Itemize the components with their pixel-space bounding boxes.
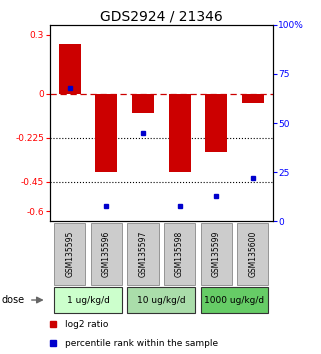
Bar bbox=[205, 93, 227, 153]
Bar bbox=[127, 223, 159, 285]
Bar bbox=[54, 223, 85, 285]
Bar bbox=[54, 287, 122, 313]
Bar bbox=[127, 287, 195, 313]
Bar bbox=[164, 223, 195, 285]
Text: GSM135595: GSM135595 bbox=[65, 231, 74, 277]
Title: GDS2924 / 21346: GDS2924 / 21346 bbox=[100, 10, 223, 24]
Text: percentile rank within the sample: percentile rank within the sample bbox=[65, 338, 218, 348]
Bar bbox=[242, 93, 264, 103]
Text: 1 ug/kg/d: 1 ug/kg/d bbox=[67, 296, 109, 304]
Text: GSM135599: GSM135599 bbox=[212, 231, 221, 277]
Text: GSM135596: GSM135596 bbox=[102, 231, 111, 277]
Bar bbox=[201, 223, 232, 285]
Text: GSM135600: GSM135600 bbox=[248, 231, 257, 277]
Bar bbox=[59, 44, 81, 93]
Bar bbox=[91, 223, 122, 285]
Text: 10 ug/kg/d: 10 ug/kg/d bbox=[137, 296, 186, 304]
Bar bbox=[237, 223, 268, 285]
Text: log2 ratio: log2 ratio bbox=[65, 320, 108, 329]
Bar bbox=[169, 93, 191, 172]
Text: dose: dose bbox=[2, 295, 25, 305]
Bar bbox=[201, 287, 268, 313]
Text: GSM135597: GSM135597 bbox=[139, 231, 148, 277]
Text: 1000 ug/kg/d: 1000 ug/kg/d bbox=[204, 296, 265, 304]
Bar bbox=[132, 93, 154, 113]
Text: GSM135598: GSM135598 bbox=[175, 231, 184, 277]
Bar bbox=[95, 93, 117, 172]
